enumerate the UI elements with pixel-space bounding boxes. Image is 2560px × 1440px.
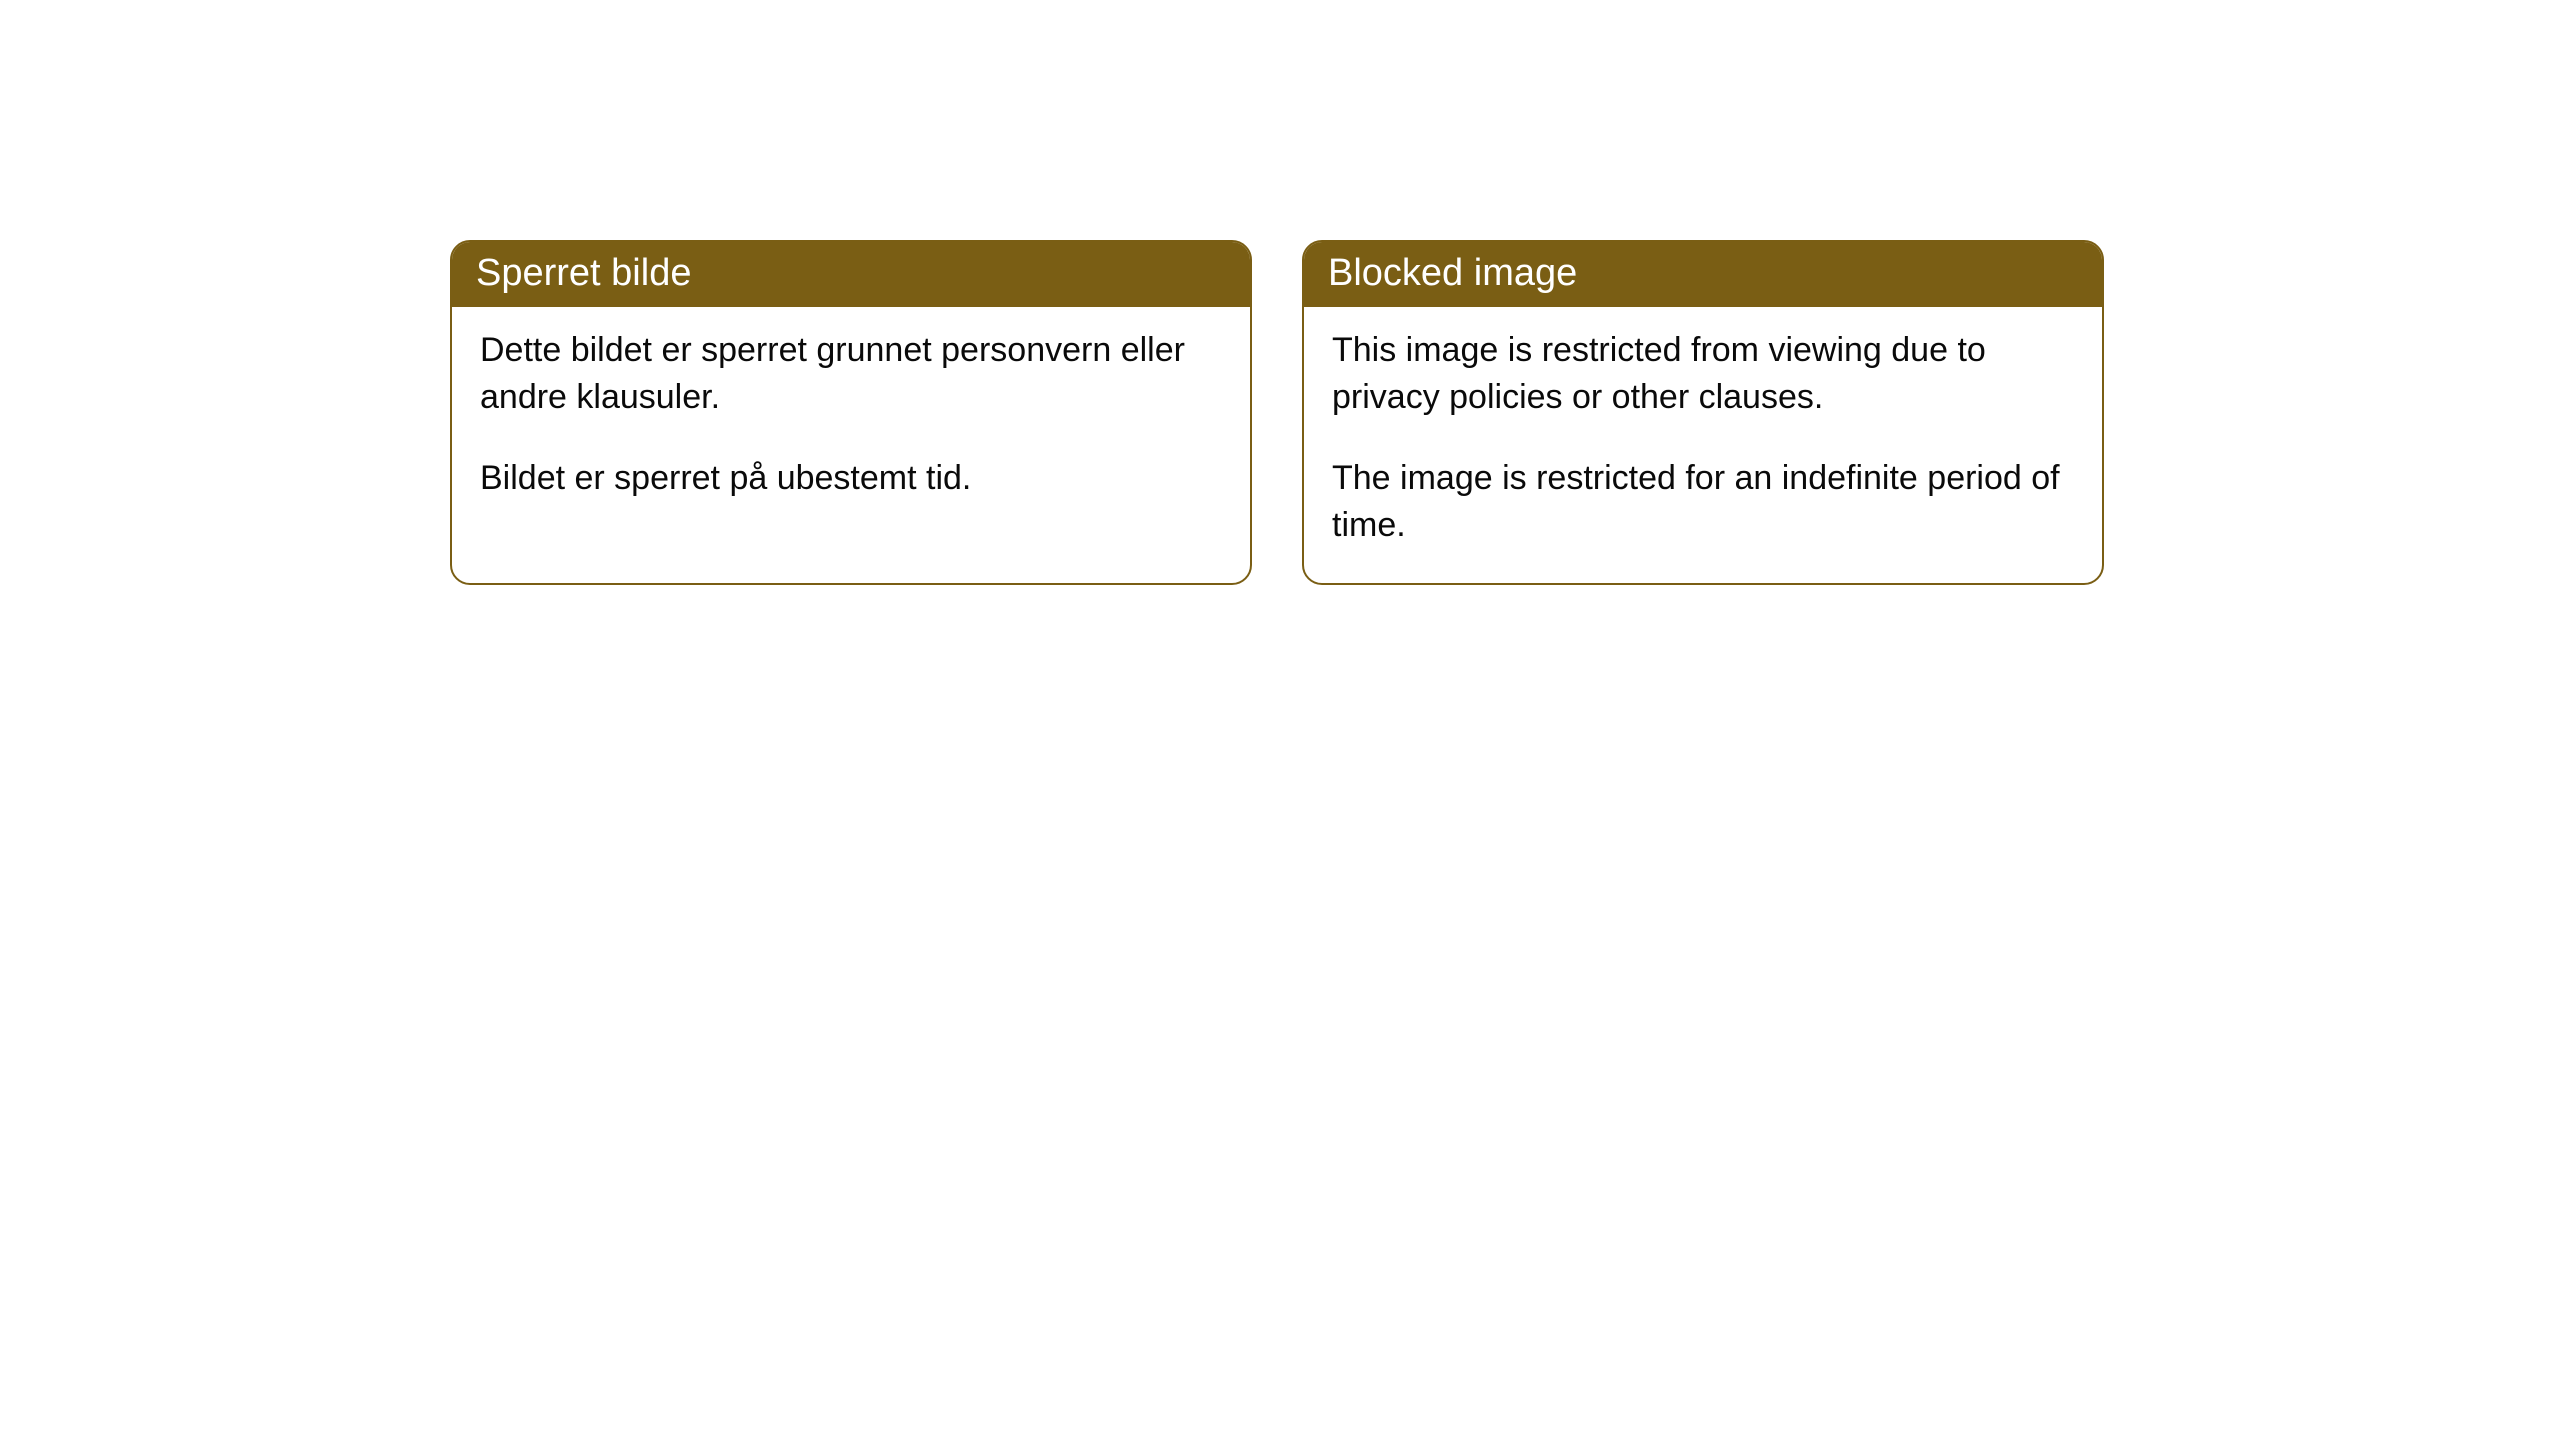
card-text-no-2: Bildet er sperret på ubestemt tid.	[480, 455, 1222, 502]
card-text-en-2: The image is restricted for an indefinit…	[1332, 455, 2074, 549]
card-text-en-1: This image is restricted from viewing du…	[1332, 327, 2074, 421]
blocked-image-card-en: Blocked image This image is restricted f…	[1302, 240, 2104, 585]
card-header-no: Sperret bilde	[452, 242, 1250, 307]
card-title-en: Blocked image	[1328, 252, 1577, 294]
card-text-no-1: Dette bildet er sperret grunnet personve…	[480, 327, 1222, 421]
card-title-no: Sperret bilde	[476, 252, 691, 294]
notice-container: Sperret bilde Dette bildet er sperret gr…	[450, 240, 2104, 585]
card-header-en: Blocked image	[1304, 242, 2102, 307]
card-body-no: Dette bildet er sperret grunnet personve…	[452, 307, 1250, 536]
card-body-en: This image is restricted from viewing du…	[1304, 307, 2102, 583]
blocked-image-card-no: Sperret bilde Dette bildet er sperret gr…	[450, 240, 1252, 585]
